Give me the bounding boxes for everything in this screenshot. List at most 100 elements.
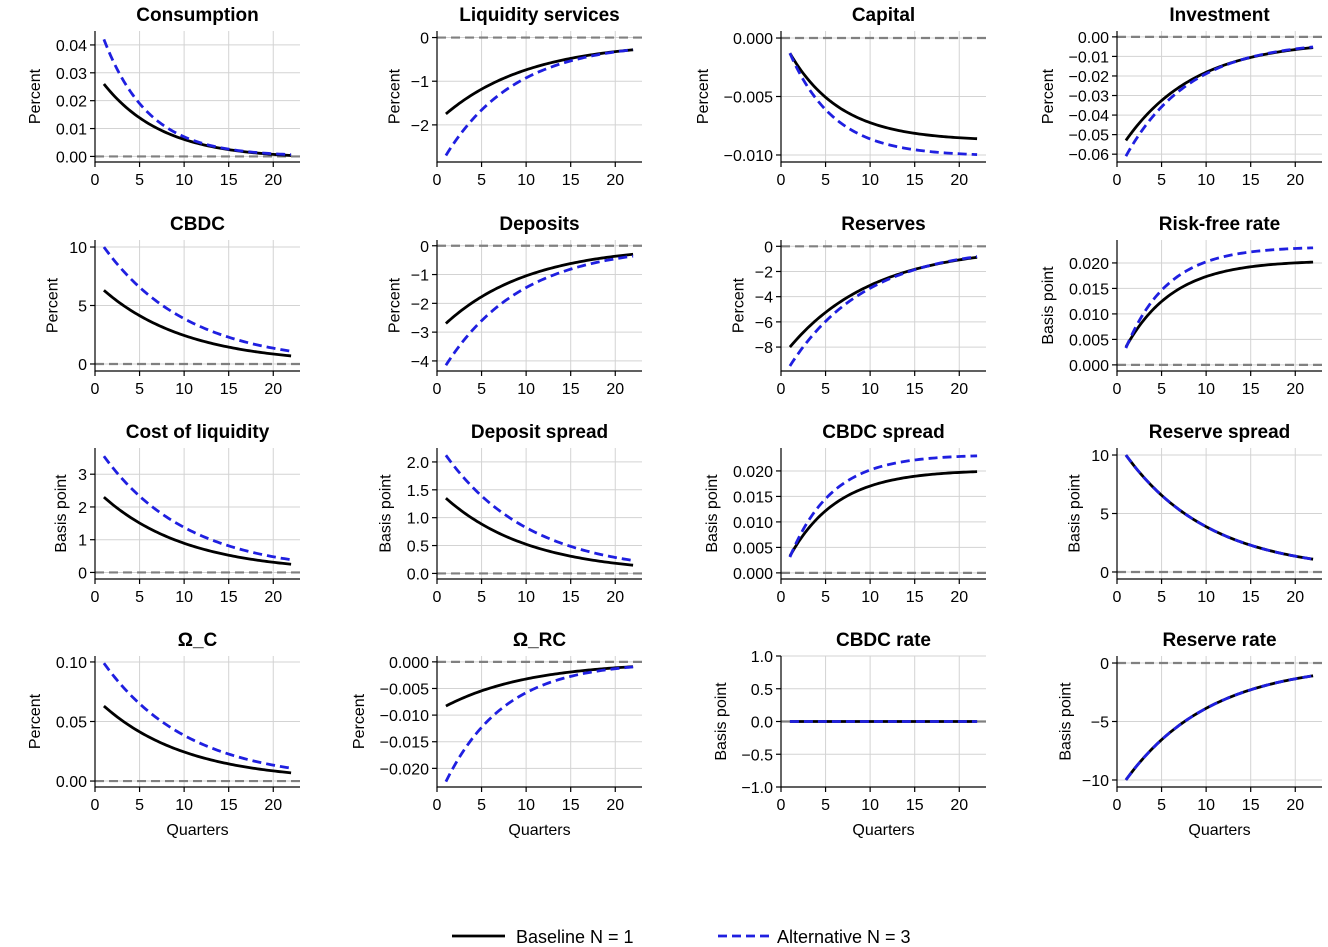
panel-title: CBDC rate xyxy=(836,630,931,651)
y-tick-label: 0.02 xyxy=(56,94,87,111)
baseline-series-line xyxy=(445,665,634,708)
baseline-series-line xyxy=(102,704,292,775)
x-tick-label: 5 xyxy=(821,589,830,606)
baseline-series-line xyxy=(788,52,978,141)
panel-title: Ω_RC xyxy=(513,630,567,651)
alternative-series-line xyxy=(102,246,292,353)
y-tick-label: 0 xyxy=(1100,565,1109,582)
x-tick-label: 10 xyxy=(861,381,879,398)
y-tick-label: −0.005 xyxy=(380,681,429,698)
x-tick-label: 20 xyxy=(1286,172,1304,189)
x-tick-label: 15 xyxy=(906,172,924,189)
y-axis-label: Basis point xyxy=(1058,682,1075,761)
x-tick-label: 15 xyxy=(1242,172,1260,189)
baseline-series-line xyxy=(102,496,292,566)
y-tick-label: 0.015 xyxy=(1069,281,1109,298)
alternative-series-line xyxy=(102,38,292,157)
y-tick-label: 0.00 xyxy=(56,774,87,791)
y-tick-label: −0.06 xyxy=(1069,147,1110,164)
baseline-series-line xyxy=(1124,46,1314,142)
y-tick-label: −0.005 xyxy=(724,90,773,107)
y-tick-label: −0.01 xyxy=(1069,49,1110,66)
y-axis-label: Percent xyxy=(386,277,403,333)
panels: 0 5 10 15 200.000.010.020.030.04ConsumptionP… xyxy=(27,5,1322,839)
y-tick-label: −1 xyxy=(411,268,429,285)
y-tick-label: 2 xyxy=(78,500,87,517)
x-tick-label: 0 xyxy=(433,172,442,189)
y-axis-label: Basis point xyxy=(704,474,721,553)
y-tick-label: 5 xyxy=(1100,507,1109,524)
x-tick-label: 20 xyxy=(950,381,968,398)
x-tick-label: 10 xyxy=(1197,797,1215,814)
x-tick-label: 5 xyxy=(821,797,830,814)
y-tick-label: −8 xyxy=(755,340,773,357)
y-tick-label: −5 xyxy=(1091,715,1109,732)
legend-baseline-label: Baseline N = 1 xyxy=(516,927,634,947)
x-tick-label: 0 xyxy=(1113,589,1122,606)
y-axis-label: Percent xyxy=(730,277,747,333)
y-tick-label: −10 xyxy=(1082,773,1109,790)
y-tick-label: −0.02 xyxy=(1069,69,1110,86)
x-tick-label: 15 xyxy=(562,172,580,189)
x-tick-label: 15 xyxy=(906,381,924,398)
y-tick-label: −1.0 xyxy=(741,780,773,797)
chart-panel-investment: 0 5 10 15 20 −0.06 −0.05 −0.04 −0.03 −0.02 −0.01 0.… xyxy=(1040,5,1322,189)
y-tick-label: 10 xyxy=(1091,448,1109,465)
alternative-series-line xyxy=(1124,674,1314,781)
y-tick-label: 0.03 xyxy=(56,66,87,83)
x-tick-label: 15 xyxy=(562,589,580,606)
panel-title: Liquidity services xyxy=(459,5,620,26)
y-tick-label: 3 xyxy=(78,467,87,484)
y-tick-label: −0.015 xyxy=(380,735,429,752)
x-tick-label: 10 xyxy=(517,381,535,398)
y-tick-label: 1.0 xyxy=(407,511,429,528)
panel-title: Consumption xyxy=(136,5,258,26)
x-tick-label: 10 xyxy=(175,797,193,814)
x-tick-label: 10 xyxy=(517,172,535,189)
baseline-series-line xyxy=(445,48,634,116)
axis-spines xyxy=(436,448,642,580)
panel-title: Investment xyxy=(1169,5,1270,26)
y-tick-label: 0.020 xyxy=(733,464,773,481)
x-tick-label: 20 xyxy=(1286,589,1304,606)
y-tick-label: −0.010 xyxy=(380,708,429,725)
x-tick-label: 0 xyxy=(91,797,100,814)
y-axis-label: Basis point xyxy=(1040,266,1057,345)
x-tick-label: 20 xyxy=(264,381,282,398)
y-axis-label: Basis point xyxy=(53,474,70,553)
y-tick-label: 0 xyxy=(420,31,429,48)
x-tick-label: 0 xyxy=(777,172,786,189)
x-tick-label: 0 xyxy=(91,589,100,606)
x-tick-label: 5 xyxy=(1157,172,1166,189)
x-tick-label: 20 xyxy=(950,589,968,606)
x-tick-label: 0 xyxy=(433,589,442,606)
y-tick-label: −6 xyxy=(755,315,773,332)
x-tick-label: 5 xyxy=(477,172,486,189)
x-tick-label: 10 xyxy=(175,589,193,606)
x-tick-label: 10 xyxy=(861,797,879,814)
y-tick-label: 0.005 xyxy=(1069,332,1109,349)
chart-panel-reserve-rate: 0 5 10 15 20 −10 −5 0 Reserve rate Basis point Qua… xyxy=(1058,630,1322,839)
panel-title: Risk-free rate xyxy=(1159,214,1280,235)
x-tick-label: 15 xyxy=(562,797,580,814)
legend-alternative-label: Alternative N = 3 xyxy=(777,927,911,947)
baseline-series-line xyxy=(1124,454,1314,561)
y-tick-label: −0.05 xyxy=(1069,128,1110,145)
x-tick-label: 10 xyxy=(175,381,193,398)
y-tick-label: −2 xyxy=(411,296,429,313)
chart-panel-rc: 0 5 10 15 20 −0.020 −0.015 −0.010 −0.005 0.000 Ω_R… xyxy=(351,630,642,839)
x-tick-label: 0 xyxy=(777,589,786,606)
y-tick-label: 1.5 xyxy=(407,483,429,500)
x-tick-label: 15 xyxy=(562,381,580,398)
y-axis-label: Basis point xyxy=(1066,474,1083,553)
panel-title: Cost of liquidity xyxy=(126,422,270,443)
y-tick-label: −4 xyxy=(411,354,429,371)
legend: Baseline N = 1 Alternative N = 3 xyxy=(452,927,911,947)
x-tick-label: 15 xyxy=(1242,797,1260,814)
x-tick-label: 20 xyxy=(606,381,624,398)
y-tick-label: 0.0 xyxy=(751,715,773,732)
x-tick-label: 0 xyxy=(1113,381,1122,398)
y-tick-label: −1 xyxy=(411,74,429,91)
panel-title: CBDC spread xyxy=(822,422,944,443)
y-tick-label: 0 xyxy=(78,565,87,582)
